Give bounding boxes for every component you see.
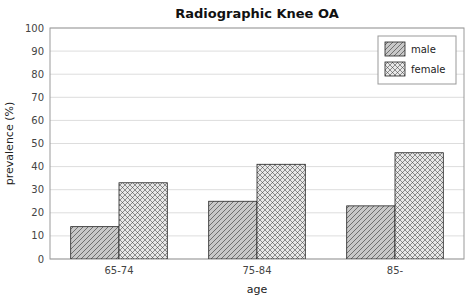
y-tick-label: 10 bbox=[31, 230, 44, 241]
y-tick-label: 60 bbox=[31, 115, 44, 126]
x-tick-label: 75-84 bbox=[242, 265, 271, 276]
grid-line bbox=[50, 120, 464, 121]
bar bbox=[347, 206, 395, 259]
legend: male female bbox=[378, 36, 456, 84]
legend-swatch bbox=[385, 42, 405, 56]
y-tick-label: 40 bbox=[31, 161, 44, 172]
y-tick-label: 100 bbox=[25, 23, 44, 34]
y-axis-label: prevalence (%) bbox=[3, 102, 16, 185]
legend-label: male bbox=[411, 44, 436, 55]
bar bbox=[395, 153, 443, 259]
x-tick-label: 65-74 bbox=[104, 265, 133, 276]
grid bbox=[50, 28, 464, 259]
y-tick-label: 80 bbox=[31, 69, 44, 80]
x-axis-label: age bbox=[247, 283, 268, 296]
bars bbox=[71, 153, 444, 259]
bar bbox=[209, 201, 257, 259]
bar bbox=[71, 227, 119, 259]
y-tick-label: 0 bbox=[38, 254, 44, 265]
y-tick-label: 50 bbox=[31, 138, 44, 149]
y-tick-label: 70 bbox=[31, 92, 44, 103]
plot-frame bbox=[50, 28, 464, 259]
chart-title: Radiographic Knee OA bbox=[175, 6, 338, 21]
x-tick-label: 85- bbox=[387, 265, 404, 276]
y-tick-label: 30 bbox=[31, 184, 44, 195]
bar bbox=[257, 164, 305, 259]
y-tick-label: 90 bbox=[31, 46, 44, 57]
bar bbox=[119, 183, 167, 259]
legend-label: female bbox=[411, 64, 445, 75]
legend-swatch bbox=[385, 62, 405, 76]
chart-container: 0 10 20 30 40 50 60 70 80 90 100 65-74 75-84 85- age pr… bbox=[0, 0, 474, 303]
y-tick-label: 20 bbox=[31, 207, 44, 218]
legend-frame bbox=[378, 36, 456, 84]
grid-line bbox=[50, 97, 464, 98]
grid-line bbox=[50, 143, 464, 144]
chart: 0 10 20 30 40 50 60 70 80 90 100 65-74 75-84 85- age pr… bbox=[0, 0, 474, 303]
